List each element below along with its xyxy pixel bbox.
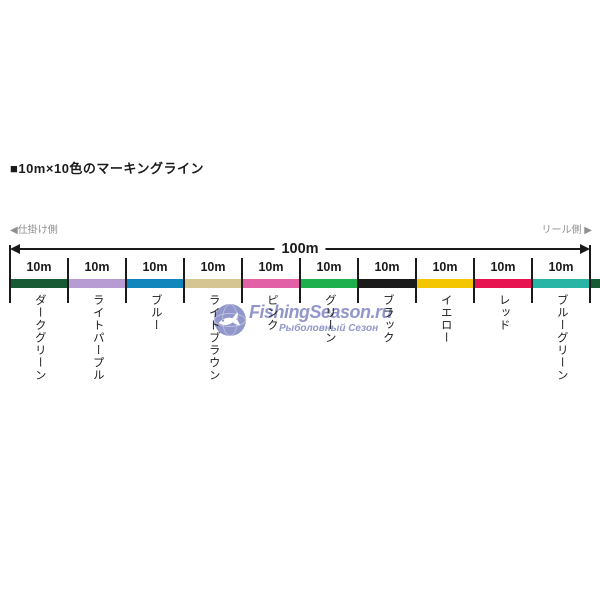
segment-color-name: ブルー (149, 294, 162, 332)
segment-color-band (358, 279, 416, 288)
segment-color-name: イエロー (439, 294, 452, 344)
segment-length-label: 10m (490, 260, 516, 274)
segment-length-label: 10m (142, 260, 168, 274)
reel-side-label: リール側 ▶ (541, 225, 592, 236)
segment-color-name: グリーン (323, 294, 336, 344)
boundary-tick (357, 258, 359, 303)
segment-color-name: ピンク (265, 294, 278, 332)
segment-length-label: 10m (316, 260, 342, 274)
segment-length-label: 10m (432, 260, 458, 274)
segment-color-band (68, 279, 126, 288)
segment: 10m グリーン (300, 258, 358, 344)
watermark: FishingSeason.ru Рыболовный Сезон (213, 302, 393, 337)
watermark-site-name: FishingSeason.ru (249, 302, 393, 322)
line-segments: 10m ダークグリーン 10m ライトパープル 10m ブルー 10m ライトブラウン 10m ピ… (10, 258, 590, 382)
arrow-left-head-icon (10, 244, 20, 254)
segment: 10m イエロー (416, 258, 474, 344)
boundary-tick (125, 258, 127, 303)
boundary-tick (183, 258, 185, 303)
segment-length-label: 10m (548, 260, 574, 274)
segment: 10m ブルー (126, 258, 184, 332)
segment-length-label: 10m (258, 260, 284, 274)
segment: 10m レッド (474, 258, 532, 332)
watermark-subtitle: Рыболовный Сезон (279, 322, 379, 334)
segment-length-label: 10m (26, 260, 52, 274)
segment-color-band (300, 279, 358, 288)
segment-color-band (416, 279, 474, 288)
segment-color-band (184, 279, 242, 288)
boundary-tick (299, 258, 301, 303)
segment-color-band (10, 279, 68, 288)
segment: 10m ピンク (242, 258, 300, 332)
boundary-tick (9, 245, 11, 303)
segment: 10m ブルーグリーン (532, 258, 590, 382)
segment-color-name: レッド (497, 294, 510, 332)
arrow-right-head-icon (580, 244, 590, 254)
total-length-label: 100m (274, 241, 326, 257)
segment-length-label: 10m (84, 260, 110, 274)
watermark-text: FishingSeason.ru Рыболовный Сезон (249, 302, 393, 334)
segment: 10m ライトパープル (68, 258, 126, 382)
segment-color-name: ブラック (381, 294, 394, 344)
boundary-tick (415, 258, 417, 303)
boundary-tick (531, 258, 533, 303)
segment-length-label: 10m (374, 260, 400, 274)
boundary-tick (67, 258, 69, 303)
globe-fish-icon (214, 304, 246, 336)
segment-color-name: ブルーグリーン (555, 294, 568, 382)
segment-color-name: ライトパープル (91, 294, 104, 382)
boundary-tick (589, 245, 591, 303)
page-title: ■10m×10色のマーキングライン (10, 161, 205, 176)
segment: 10m ライトブラウン (184, 258, 242, 382)
boundary-tick (473, 258, 475, 303)
segment-color-name: ダークグリーン (33, 294, 46, 382)
segment-color-band (126, 279, 184, 288)
segment-color-band (474, 279, 532, 288)
segment: 10m ダークグリーン (10, 258, 68, 382)
overflow-color-band (591, 279, 600, 288)
segment-color-band (532, 279, 590, 288)
segment: 10m ブラック (358, 258, 416, 344)
segment-color-band (242, 279, 300, 288)
boundary-tick (241, 258, 243, 303)
segment-color-name: ライトブラウン (207, 294, 220, 382)
segment-length-label: 10m (200, 260, 226, 274)
rig-side-label: ◀仕掛け側 (10, 225, 58, 236)
